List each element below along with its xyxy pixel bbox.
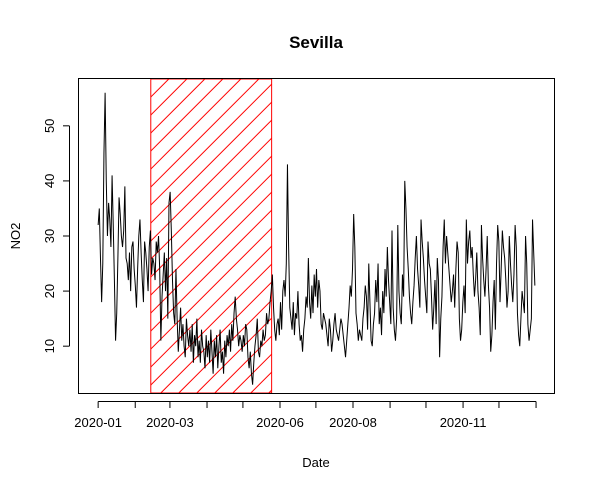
y-tick-label: 10 [42,339,57,353]
hatch-line [150,101,272,224]
hatch-line [150,209,272,332]
x-tick-label: 2020-03 [146,415,194,430]
y-axis-label: NO2 [8,223,23,250]
hatch-line [268,389,272,393]
x-tick-label: 2020-06 [256,415,304,430]
x-axis-label: Date [302,455,329,470]
hatch-line [150,173,272,296]
hatch-line [287,79,595,393]
hatch-line [150,79,224,152]
plot-frame [78,78,555,394]
x-tick-label: 2020-01 [74,415,122,430]
hatch-line [196,317,272,393]
hatch-line [150,245,272,368]
hatch-line [150,119,272,242]
hatch-line [150,79,206,134]
hatch-line [232,353,272,393]
y-tick-label: 20 [42,284,57,298]
hatch-line [150,79,170,98]
hatch-line [150,227,272,350]
x-tick-label: 2020-08 [329,415,377,430]
x-axis: 2020-01 2020-03 2020-06 2020-08 2020-11 [74,401,537,430]
y-tick-label: 30 [42,229,57,243]
hatch-line [178,299,272,393]
hatch-line [150,83,272,206]
lockdown-hatched-region [150,78,595,394]
hatch-line [160,281,272,393]
hatch-line [214,335,272,393]
y-axis: 10 20 30 40 50 [42,119,70,353]
hatch-line [150,155,272,278]
y-tick-label: 40 [42,174,57,188]
chart-title: Sevilla [289,33,343,52]
hatch-line [150,137,272,260]
hatch-line [250,371,272,393]
x-tick-label: 2020-11 [440,415,487,430]
hatch-line [150,263,272,386]
hatch-line [150,79,242,170]
hatch-lines [150,79,595,393]
no2-series-line [97,92,536,385]
hatch-line [150,79,260,188]
y-tick-label: 50 [42,119,57,133]
hatch-line [150,191,272,314]
